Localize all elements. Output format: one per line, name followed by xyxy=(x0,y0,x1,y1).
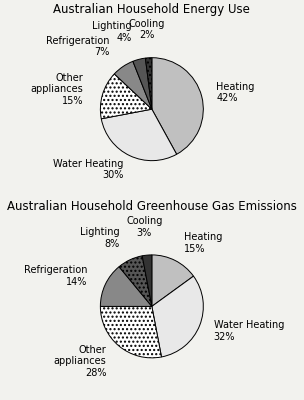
Text: Other
appliances
28%: Other appliances 28% xyxy=(54,345,106,378)
Wedge shape xyxy=(101,109,177,161)
Wedge shape xyxy=(119,256,152,306)
Wedge shape xyxy=(114,61,152,109)
Text: Refrigeration
7%: Refrigeration 7% xyxy=(46,36,109,57)
Wedge shape xyxy=(152,58,203,154)
Wedge shape xyxy=(142,255,152,306)
Wedge shape xyxy=(100,74,152,119)
Wedge shape xyxy=(100,267,152,306)
Wedge shape xyxy=(133,58,152,109)
Title: Australian Household Greenhouse Gas Emissions: Australian Household Greenhouse Gas Emis… xyxy=(7,200,297,213)
Text: Lighting
8%: Lighting 8% xyxy=(80,227,119,249)
Text: Cooling
3%: Cooling 3% xyxy=(126,216,163,238)
Wedge shape xyxy=(152,255,193,306)
Text: Heating
42%: Heating 42% xyxy=(216,82,255,104)
Wedge shape xyxy=(152,276,203,357)
Text: Refrigeration
14%: Refrigeration 14% xyxy=(24,265,87,287)
Wedge shape xyxy=(145,58,152,109)
Text: Lighting
4%: Lighting 4% xyxy=(92,21,132,42)
Title: Australian Household Energy Use: Australian Household Energy Use xyxy=(54,3,250,16)
Text: Heating
15%: Heating 15% xyxy=(184,232,223,254)
Text: Cooling
2%: Cooling 2% xyxy=(129,18,165,40)
Text: Other
appliances
15%: Other appliances 15% xyxy=(30,73,83,106)
Text: Water Heating
32%: Water Heating 32% xyxy=(214,320,284,342)
Text: Water Heating
30%: Water Heating 30% xyxy=(53,159,123,180)
Wedge shape xyxy=(100,306,161,358)
